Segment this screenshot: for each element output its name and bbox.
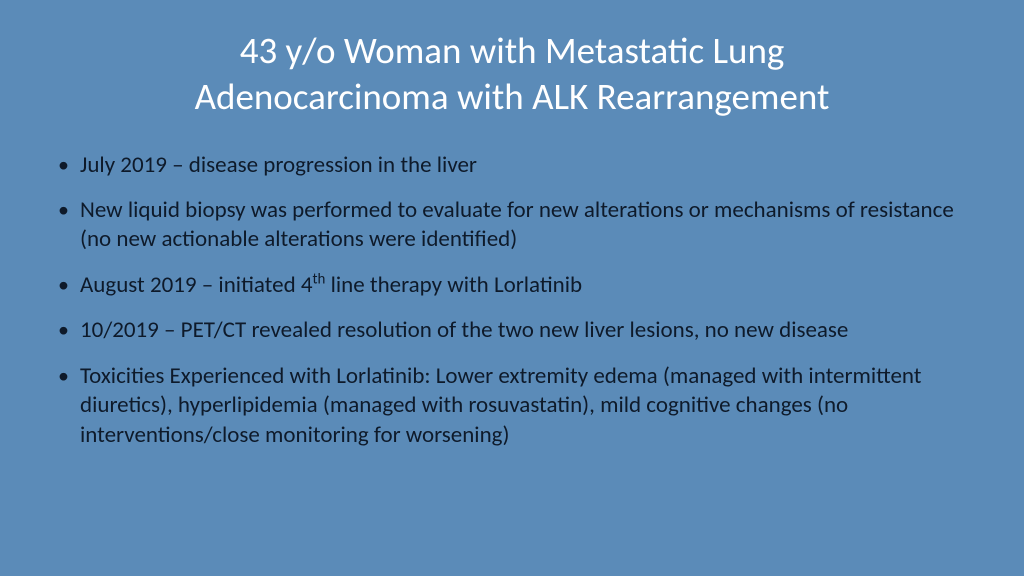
list-item: 10/2019 – PET/CT revealed resolution of … — [56, 316, 976, 345]
bullet-list: July 2019 – disease progression in the l… — [48, 151, 976, 451]
bullet-text: 10/2019 – PET/CT revealed resolution of … — [80, 316, 848, 344]
title-line-1: 43 y/o Woman with Metastatic Lung — [240, 28, 785, 73]
bullet-text: New liquid biopsy was performed to evalu… — [80, 196, 954, 253]
list-item: Toxicities Experienced with Lorlatinib: … — [56, 362, 976, 450]
slide-title: 43 y/o Woman with Metastatic Lung Adenoc… — [48, 28, 976, 121]
list-item: New liquid biopsy was performed to evalu… — [56, 196, 976, 255]
list-item: August 2019 – initiated 4th line therapy… — [56, 271, 976, 300]
list-item: July 2019 – disease progression in the l… — [56, 151, 976, 180]
title-line-2: Adenocarcinoma with ALK Rearrangement — [195, 74, 830, 119]
bullet-text: August 2019 – initiated 4th line therapy… — [80, 271, 582, 299]
bullet-text: Toxicities Experienced with Lorlatinib: … — [80, 362, 922, 449]
bullet-text: July 2019 – disease progression in the l… — [80, 151, 477, 179]
